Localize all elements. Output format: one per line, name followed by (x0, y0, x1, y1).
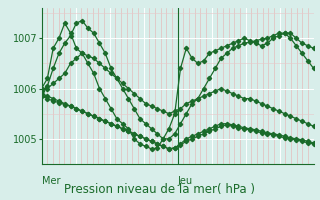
Text: Jeu: Jeu (178, 176, 193, 186)
Text: Mer: Mer (42, 176, 60, 186)
Text: Pression niveau de la mer( hPa ): Pression niveau de la mer( hPa ) (65, 183, 255, 196)
